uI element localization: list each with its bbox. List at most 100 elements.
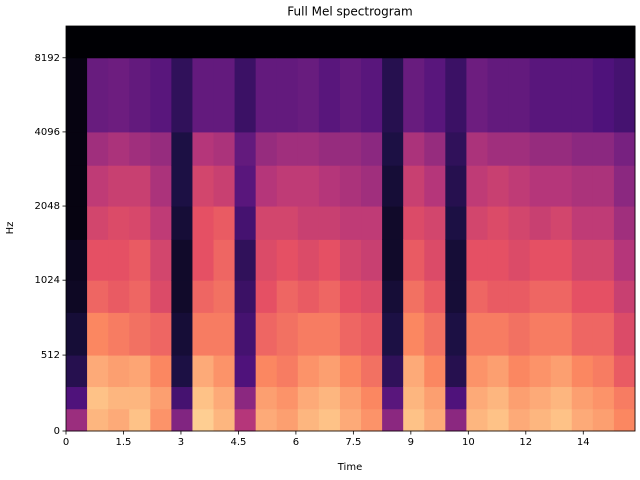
heatmap-cell [87,239,109,281]
x-tick-label: 9 [408,437,414,448]
heatmap-cell [66,312,88,356]
heatmap-cell [508,355,531,388]
heatmap-cell [339,239,362,281]
heatmap-cell [382,408,404,432]
heatmap-cell [87,206,109,240]
heatmap-cell [108,280,130,313]
heatmap-cell [108,206,130,240]
heatmap-cell [297,408,320,432]
heatmap-cell [255,165,278,207]
y-tick-label: 2048 [35,201,60,212]
heatmap-cell [66,386,88,410]
heatmap-cell [150,57,172,133]
heatmap-cell [66,280,88,313]
heatmap-cell [445,131,467,166]
heatmap-cell [87,57,109,133]
heatmap-cell [339,57,362,133]
heatmap-cell [550,165,573,207]
heatmap-cell [529,408,552,432]
heatmap-cell [213,408,236,432]
heatmap-cell [424,57,446,133]
heatmap-cell [571,280,594,313]
heatmap-cell [613,355,636,388]
x-axis-label: Time [337,462,362,473]
heatmap-cell [87,312,109,356]
heatmap-cell [129,408,151,432]
heatmap-cell [550,355,573,388]
heatmap-cell [318,206,341,240]
heatmap-cell [66,131,88,166]
heatmap-cell [297,206,320,240]
heatmap-cell [466,57,488,133]
heatmap-cell [171,206,193,240]
heatmap-cell [424,355,446,388]
heatmap-cell [255,206,278,240]
heatmap-cell [424,165,446,207]
heatmap-cell [255,131,278,166]
heatmap-cell [592,206,615,240]
heatmap-cell [592,239,615,281]
heatmap-cell [255,26,278,59]
heatmap-cell [339,280,362,313]
heatmap-cell [150,26,172,59]
heatmap-cell [571,165,594,207]
heatmap-cell [129,312,151,356]
heatmap-cell [382,26,404,59]
heatmap-cell [339,131,362,166]
axes: 0 1.5 3 4.5 6 7.5 9 10 12 14 0 512 1024 2048 4096 8192 [35,25,636,448]
heatmap-cell [508,239,531,281]
heatmap-cell [361,26,383,59]
heatmap-cell [361,408,383,432]
heatmap-cell [403,206,425,240]
heatmap-cell [87,408,109,432]
heatmap-cell [234,408,257,432]
heatmap-cell [66,355,88,388]
heatmap-cell [403,408,425,432]
y-tick-label: 0 [54,426,60,437]
heatmap-cell [255,239,278,281]
heatmap-cell [108,355,130,388]
heatmap-cell [297,165,320,207]
y-axis-label: Hz [5,222,16,235]
heatmap-cell [171,408,193,432]
heatmap-cell [529,355,552,388]
y-tick-label: 512 [41,350,60,361]
heatmap-cell [613,131,636,166]
heatmap-cell [466,206,488,240]
heatmap-cell [129,26,151,59]
heatmap-cell [108,165,130,207]
heatmap-cell [445,386,467,410]
heatmap-cell [297,386,320,410]
heatmap-cell [613,239,636,281]
heatmap-cell [171,280,193,313]
heatmap-cell [276,57,299,133]
heatmap-cell [234,386,257,410]
heatmap-cell [445,206,467,240]
heatmap-cell [361,312,383,356]
heatmap-cell [318,165,341,207]
heatmap-cell [508,312,531,356]
heatmap-cell [339,386,362,410]
heatmap-cell [445,57,467,133]
heatmap-cell [192,312,215,356]
heatmap-cell [592,26,615,59]
heatmap-cell [403,386,425,410]
heatmap-cell [213,239,236,281]
heatmap-cell [466,165,488,207]
heatmap-cell [424,386,446,410]
heatmap-cell [571,386,594,410]
heatmap-cell [192,239,215,281]
heatmap-cell [571,206,594,240]
heatmap-cell [108,386,130,410]
heatmap-cell [276,239,299,281]
heatmap-cell [592,386,615,410]
heatmap-cell [171,57,193,133]
x-tick-label: 12 [519,437,532,448]
heatmap-cell [150,312,172,356]
heatmap-cell [297,57,320,133]
heatmap-cell [550,131,573,166]
heatmap-cell [571,131,594,166]
heatmap-cell [403,280,425,313]
heatmap-cell [108,57,130,133]
heatmap-cell [529,280,552,313]
